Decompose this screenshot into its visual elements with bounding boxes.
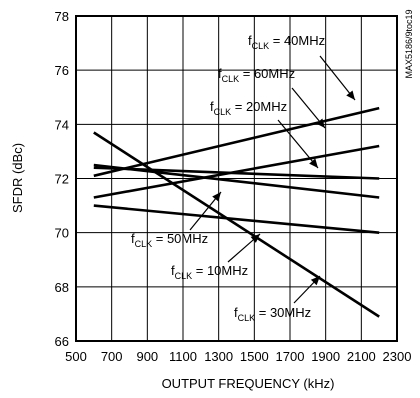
series-label-0: fCLK = 40MHz xyxy=(248,33,325,51)
x-tick-label: 1500 xyxy=(240,349,269,364)
y-tick-label: 70 xyxy=(55,226,69,241)
series-label-1: fCLK = 60MHz xyxy=(218,66,295,84)
x-tick-label: 1700 xyxy=(276,349,305,364)
series-line-5 xyxy=(93,131,380,318)
series-line-3 xyxy=(93,166,380,180)
arrow-head-4 xyxy=(250,234,260,243)
arrow-head-0 xyxy=(346,90,355,100)
arrow-head-2 xyxy=(309,158,318,168)
series-lines xyxy=(93,106,380,318)
x-tick-labels: 500 700 900 1100 1300 1500 1700 1900 2100 2300 xyxy=(65,349,411,364)
x-tick-label: 2300 xyxy=(383,349,412,364)
arrow-head-5 xyxy=(310,276,320,286)
series-line-1 xyxy=(93,144,380,199)
arrow-shaft-0 xyxy=(319,55,356,101)
x-tick-label: 1300 xyxy=(204,349,233,364)
annotation-arrows xyxy=(189,55,356,304)
x-axis-label: OUTPUT FREQUENCY (kHz) xyxy=(162,376,335,391)
x-tick-label: 1900 xyxy=(311,349,340,364)
y-tick-labels: 66 68 70 72 74 76 78 xyxy=(55,9,69,349)
y-tick-label: 76 xyxy=(55,63,69,78)
series-label-5: fCLK = 30MHz xyxy=(234,305,311,323)
y-tick-label: 74 xyxy=(55,117,69,132)
x-tick-label: 500 xyxy=(65,349,87,364)
series-line-0 xyxy=(93,106,380,178)
series-line-4 xyxy=(93,204,380,234)
series-label-3: fCLK = 50MHz xyxy=(131,231,208,249)
series-label-2: fCLK = 20MHz xyxy=(210,99,287,117)
series-annotations: fCLK = 40MHz fCLK = 60MHz fCLK = 20MHz fCLK… xyxy=(131,33,325,323)
x-tick-label: 900 xyxy=(136,349,158,364)
x-tick-label: 700 xyxy=(101,349,123,364)
y-tick-label: 72 xyxy=(55,172,69,187)
y-tick-label: 78 xyxy=(55,9,69,24)
arrow-head-1 xyxy=(316,118,325,128)
arrow-head-3 xyxy=(212,192,221,202)
arrow-shaft-2 xyxy=(277,119,319,169)
x-tick-label: 2100 xyxy=(347,349,376,364)
series-label-4: fCLK = 10MHz xyxy=(171,263,248,281)
x-tick-label: 1100 xyxy=(169,349,197,364)
figure-code: MAX5186/9toc19 xyxy=(404,9,414,78)
y-tick-label: 68 xyxy=(55,280,69,295)
y-tick-label: 66 xyxy=(55,334,69,349)
plot-frame xyxy=(75,15,398,342)
y-axis-label: SFDR (dBc) xyxy=(10,143,25,213)
